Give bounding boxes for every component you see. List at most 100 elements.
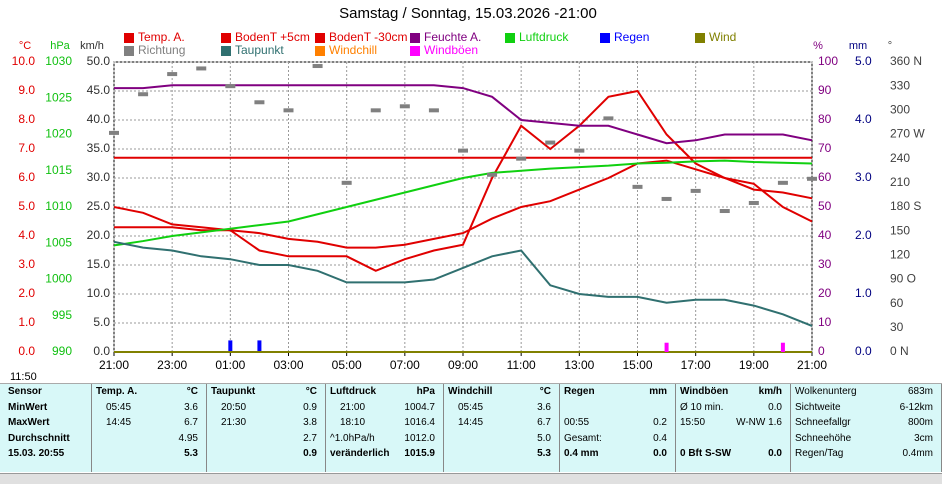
y-tick-label: 7.0 xyxy=(18,141,35,155)
legend-label: Luftdruck xyxy=(519,30,569,44)
cell-value: 0.4 xyxy=(653,432,667,444)
table-row: 05:45 3.6 xyxy=(448,400,555,416)
direction-point xyxy=(312,64,323,69)
direction-point xyxy=(138,92,149,97)
x-tick-label: 21:00 xyxy=(797,358,827,372)
direction-point xyxy=(719,209,730,214)
column-header: Regen mm xyxy=(564,384,671,400)
y-tick-label: 180 S xyxy=(890,199,921,213)
direction-point xyxy=(603,116,614,121)
cell-label: MinWert xyxy=(8,401,48,413)
y-tick-label: 2.0 xyxy=(855,228,872,242)
table-row: MaxWert xyxy=(8,415,87,431)
y-tick-label: 1010 xyxy=(45,199,72,213)
table-column: Sensor MinWert MaxWert Durchschnitt 15.03. 2… xyxy=(4,384,92,472)
header-unit: °C xyxy=(305,386,317,397)
cell-value: 3.6 xyxy=(184,401,198,413)
y-tick-label: 270 W xyxy=(890,127,925,141)
x-tick-label: 01:00 xyxy=(215,358,245,372)
direction-point xyxy=(167,72,178,77)
table-column: Windböen km/h Ø 10 min. 0.0 15:50 W-NW 1.6 0 B… xyxy=(676,384,791,472)
cell-label: 14:45 xyxy=(106,417,132,428)
table-row xyxy=(564,400,671,416)
cell-label: ^1.0hPa/h xyxy=(330,432,375,444)
cell-label: 05:45 xyxy=(106,401,132,413)
legend-swatch xyxy=(600,33,610,43)
series-line xyxy=(113,159,813,247)
column-header: Luftdruck hPa xyxy=(330,384,439,400)
cell-label: 15:50 xyxy=(680,417,706,428)
column-header: Sensor xyxy=(8,384,87,400)
cell-label: Wolkenunterg xyxy=(795,386,857,397)
x-tick-label: 05:00 xyxy=(332,358,362,372)
cell-label: 14:45 xyxy=(458,417,484,428)
legend-label: BodenT -30cm xyxy=(329,30,408,44)
table-column: Temp. A. °C 05:45 3.6 14:45 6.7 4.95 5.3 xyxy=(92,384,207,472)
table-row: 20:50 0.9 xyxy=(211,400,321,416)
direction-point xyxy=(545,140,556,145)
legend-label: Wind xyxy=(709,30,736,44)
direction-point xyxy=(632,184,643,189)
series-line xyxy=(113,240,813,327)
table-row: MinWert xyxy=(8,400,87,416)
direction-point xyxy=(370,108,381,113)
y-tick-label: 240 xyxy=(890,151,910,165)
y-tick-label: 1015 xyxy=(45,163,72,177)
y-tick-label: 20.0 xyxy=(87,228,111,242)
cell-label: 0 Bft S-SW xyxy=(680,448,732,459)
cell-label: 00:55 xyxy=(564,417,590,428)
y-tick-label: 0.0 xyxy=(93,344,110,358)
table-row: 5.3 xyxy=(448,446,555,462)
y-tick-label: 0 xyxy=(818,344,825,358)
cell-label: MaxWert xyxy=(8,417,50,428)
axis-unit: % xyxy=(813,40,823,52)
header-unit: km/h xyxy=(758,386,782,397)
y-tick-label: 1.0 xyxy=(18,315,35,329)
y-tick-label: 1005 xyxy=(45,235,72,249)
axis-unit: mm xyxy=(849,40,867,52)
legend-label: Windchill xyxy=(329,43,377,57)
cell-value: 0.2 xyxy=(653,417,667,428)
cell-value: 6.7 xyxy=(184,417,198,428)
header-text: Temp. A. xyxy=(96,386,138,397)
direction-point xyxy=(399,104,410,109)
y-tick-label: 120 xyxy=(890,248,910,262)
header-text: Regen xyxy=(564,386,595,397)
x-tick-label: 21:00 xyxy=(99,358,129,372)
y-tick-label: 10 xyxy=(818,315,832,329)
y-tick-label: 8.0 xyxy=(18,112,35,126)
table-row: 4.95 xyxy=(96,431,202,447)
x-tick-label: 23:00 xyxy=(157,358,187,372)
column-header: Taupunkt °C xyxy=(211,384,321,400)
chart-title: Samstag / Sonntag, 15.03.2026 -21:00 xyxy=(339,5,597,22)
y-tick-label: 330 xyxy=(890,78,910,92)
legend-label: Taupunkt xyxy=(235,43,284,57)
y-tick-label: 25.0 xyxy=(87,199,111,213)
header-unit: hPa xyxy=(416,386,435,397)
cell-value: 0.9 xyxy=(303,448,317,459)
table-row xyxy=(680,431,786,447)
y-tick-label: 80 xyxy=(818,112,832,126)
direction-point xyxy=(777,180,788,185)
cell-label: Sichtweite xyxy=(795,401,841,413)
table-row: Durchschnitt xyxy=(8,431,87,447)
y-tick-label: 360 N xyxy=(890,54,922,68)
y-tick-label: 300 xyxy=(890,103,910,117)
y-tick-label: 1000 xyxy=(45,272,72,286)
direction-point xyxy=(196,66,207,71)
table-row: veränderlich 1015.9 xyxy=(330,446,439,462)
cell-value: 5.3 xyxy=(537,448,551,459)
table-row: Regen/Tag 0.4mm xyxy=(795,446,937,462)
y-tick-label: 3.0 xyxy=(18,257,35,271)
cell-value: 3.6 xyxy=(537,401,551,413)
y-tick-label: 50.0 xyxy=(87,54,111,68)
y-tick-label: 210 xyxy=(890,175,910,189)
table-column: Taupunkt °C 20:50 0.9 21:30 3.8 2.7 0.9 xyxy=(207,384,326,472)
cell-value: 0.0 xyxy=(653,448,667,459)
y-tick-label: 90 O xyxy=(890,272,916,286)
cell-label: 18:10 xyxy=(340,417,366,428)
table-row: 00:55 0.2 xyxy=(564,415,671,431)
legend-swatch xyxy=(410,46,420,56)
chart: Samstag / Sonntag, 15.03.2026 -21:00 11:… xyxy=(10,5,925,383)
